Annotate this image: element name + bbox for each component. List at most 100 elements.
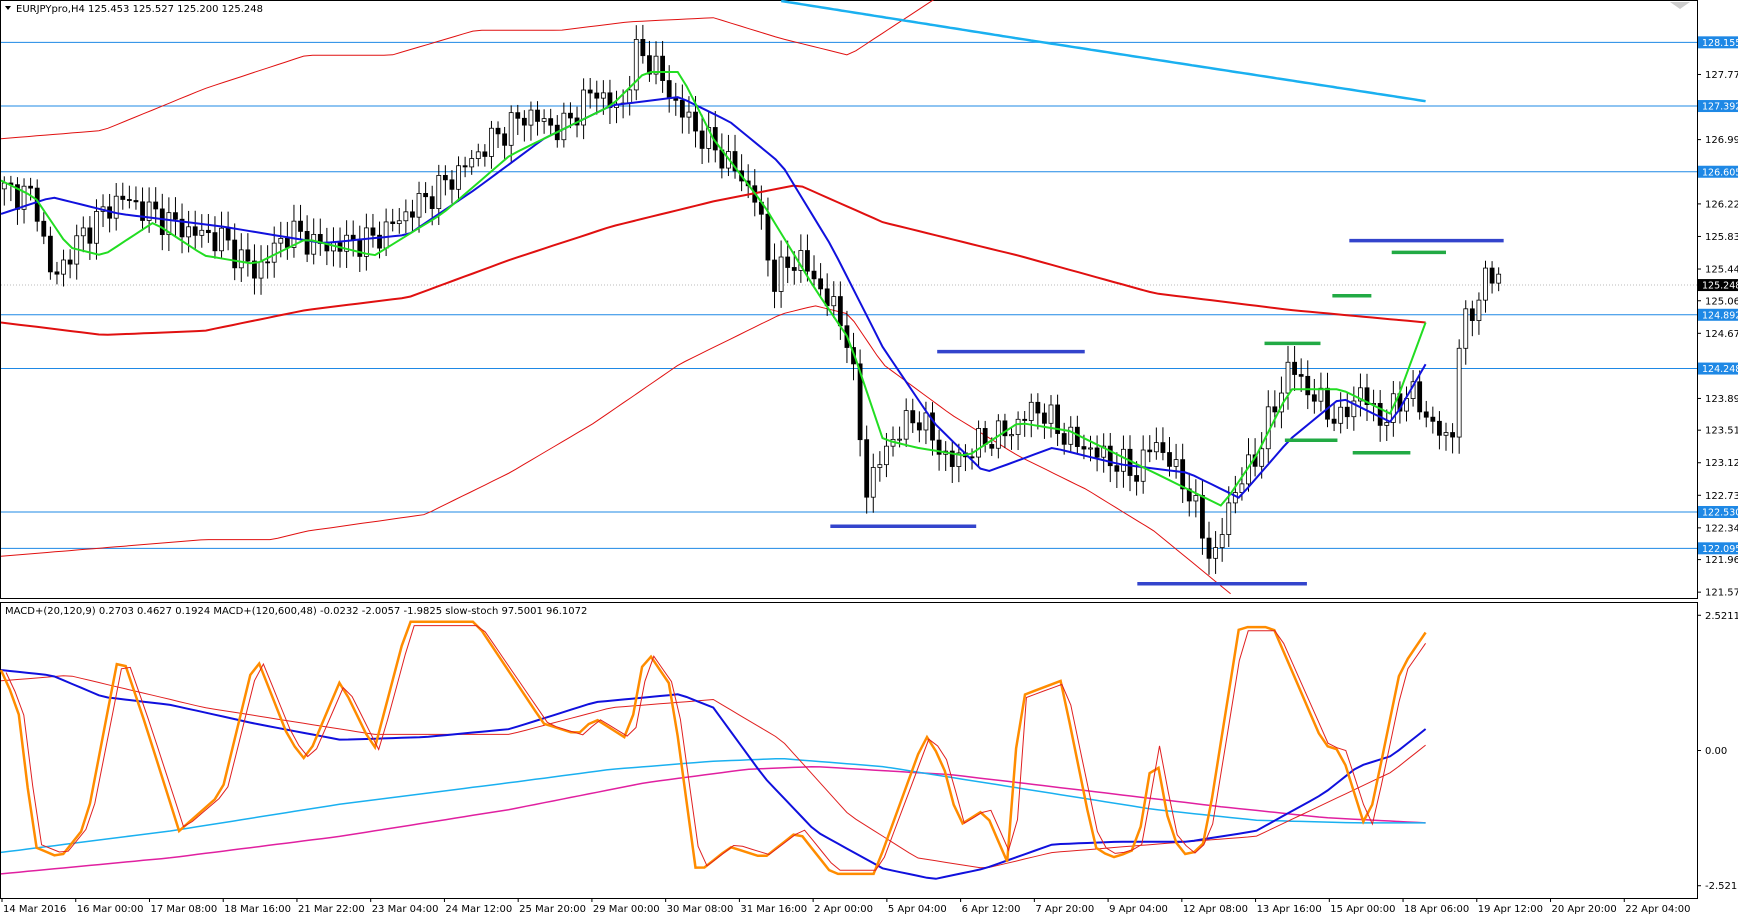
candle-body — [370, 227, 376, 236]
candle-body — [1048, 404, 1054, 424]
lower-band — [0, 305, 1231, 595]
scroll-marker-icon — [1670, 2, 1690, 9]
time-tick-label: 18 Apr 06:00 — [1404, 904, 1469, 915]
candle-body — [1443, 432, 1449, 436]
price-tick-label: 122.730 — [1705, 491, 1738, 502]
candle-body — [1094, 447, 1100, 458]
candle-body — [265, 261, 271, 264]
candle-body — [252, 260, 257, 279]
level-price-tag — [1698, 505, 1738, 518]
time-tick-label: 7 Apr 20:00 — [1035, 904, 1094, 915]
candle-body — [298, 220, 303, 232]
candle-body — [41, 220, 47, 237]
candle-body — [930, 412, 935, 441]
candle-body — [600, 92, 606, 99]
candle-body — [811, 270, 817, 280]
candle-body — [785, 256, 791, 268]
candle-body — [1167, 452, 1172, 467]
candle-body — [1107, 445, 1113, 467]
candle-body — [647, 55, 652, 75]
drawn-levels — [830, 238, 1504, 586]
level-price-tag — [1698, 36, 1738, 49]
candle-body — [1259, 448, 1265, 467]
candle-body — [94, 211, 99, 244]
price-tick-label: 123.510 — [1705, 426, 1738, 437]
level-price-tag — [1698, 100, 1738, 113]
candle-body — [225, 227, 231, 241]
candle-body — [1101, 445, 1107, 458]
candle-body — [47, 235, 53, 273]
candle-body — [1318, 387, 1324, 402]
candle-body — [581, 89, 587, 126]
level-price-tag — [1698, 542, 1738, 555]
candle-body — [923, 412, 929, 431]
candle-body — [916, 422, 922, 431]
level-price-tag — [1698, 362, 1738, 375]
upper-band — [0, 0, 935, 140]
fast-ma-line — [0, 71, 1427, 507]
candle-body — [1483, 267, 1488, 301]
candle-body — [791, 267, 797, 271]
candle-body — [1430, 416, 1436, 422]
price-tick-label: 125.830 — [1705, 232, 1738, 243]
candle-body — [271, 242, 277, 263]
price-axis: 127.770 126.990 126.220 125.830 125.440 125.0… — [1697, 36, 1738, 892]
oscillator-tick-label: 2.5211 — [1705, 611, 1738, 622]
candle-body — [403, 211, 409, 222]
candle-body — [1153, 442, 1159, 453]
candle-body — [278, 237, 284, 244]
candle-body — [1292, 361, 1297, 375]
current-price-label: 125.248 — [1702, 281, 1738, 292]
level-price-label: 124.892 — [1702, 310, 1738, 321]
candle-body — [1068, 426, 1074, 445]
candle-body — [219, 227, 224, 252]
time-tick-label: 9 Apr 04:00 — [1109, 904, 1168, 915]
candle-body — [1186, 488, 1192, 502]
candle-body — [363, 227, 369, 257]
candle-body — [21, 185, 27, 210]
moving-averages — [0, 0, 1427, 507]
candle-body — [1081, 446, 1087, 450]
candle-body — [1022, 418, 1028, 421]
time-tick-label: 6 Apr 12:00 — [962, 904, 1021, 915]
price-tick-label: 127.770 — [1705, 70, 1738, 81]
oscillator-tick-label: -2.5211 — [1705, 881, 1738, 892]
candle-body — [772, 259, 777, 292]
trend-line — [781, 0, 1426, 103]
candle-body — [1239, 483, 1245, 493]
candle-body — [732, 151, 738, 172]
level-price-label: 122.095 — [1702, 544, 1738, 555]
time-tick-label: 31 Mar 16:00 — [740, 904, 807, 915]
candle-body — [416, 193, 422, 218]
candle-body — [837, 296, 843, 327]
level-price-label: 127.392 — [1702, 102, 1738, 113]
candle-body — [1114, 465, 1120, 472]
envelope-bands — [0, 0, 1231, 595]
candle-body — [1489, 267, 1495, 284]
candle-body — [1015, 418, 1021, 435]
candle-body — [831, 296, 837, 307]
candle-body — [1311, 394, 1317, 402]
candle-body — [469, 158, 475, 168]
time-tick-label: 24 Mar 12:00 — [445, 904, 512, 915]
candle-body — [1042, 412, 1047, 424]
time-tick-label: 29 Mar 00:00 — [593, 904, 660, 915]
candle-body — [489, 127, 494, 157]
candle-body — [1200, 495, 1205, 539]
candle-body — [133, 200, 139, 203]
candle-body — [1469, 308, 1475, 321]
candle-body — [28, 185, 34, 189]
candle-body — [864, 439, 870, 498]
symbol-info: EURJPYpro,H4 125.453 125.527 125.200 125… — [16, 4, 263, 15]
candle-body — [423, 193, 429, 198]
candle-body — [870, 467, 876, 498]
candle-body — [884, 445, 889, 466]
candle-body — [949, 450, 955, 467]
time-axis: 14 Mar 2016 16 Mar 00:00 17 Mar 08:00 18 Ma… — [1, 898, 1690, 915]
mid-ma-line — [0, 96, 1427, 499]
chart-menu-icon[interactable] — [5, 6, 11, 10]
candle-body — [245, 249, 251, 262]
candle-body — [1496, 273, 1502, 284]
candle-body — [1193, 495, 1199, 502]
